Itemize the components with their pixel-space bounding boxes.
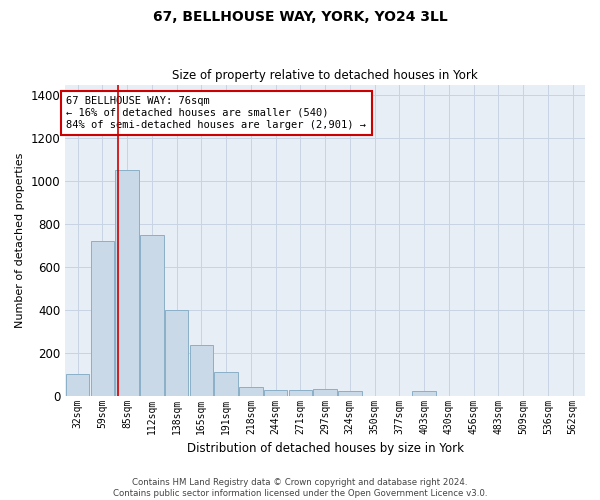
Text: 67 BELLHOUSE WAY: 76sqm
← 16% of detached houses are smaller (540)
84% of semi-d: 67 BELLHOUSE WAY: 76sqm ← 16% of detache… [67, 96, 367, 130]
Bar [214, 372, 238, 396]
Title: Size of property relative to detached houses in York: Size of property relative to detached ho… [172, 69, 478, 82]
Text: Contains HM Land Registry data © Crown copyright and database right 2024.
Contai: Contains HM Land Registry data © Crown c… [113, 478, 487, 498]
Bar [140, 234, 164, 396]
Y-axis label: Number of detached properties: Number of detached properties [15, 152, 25, 328]
Text: 67, BELLHOUSE WAY, YORK, YO24 3LL: 67, BELLHOUSE WAY, YORK, YO24 3LL [152, 10, 448, 24]
Bar [239, 387, 263, 396]
Bar [165, 310, 188, 396]
Bar [412, 392, 436, 396]
Bar [289, 390, 312, 396]
X-axis label: Distribution of detached houses by size in York: Distribution of detached houses by size … [187, 442, 464, 455]
Bar [190, 345, 213, 396]
Bar [115, 170, 139, 396]
Bar [264, 390, 287, 396]
Bar [313, 389, 337, 396]
Bar [91, 241, 114, 396]
Bar [338, 392, 362, 396]
Bar [66, 374, 89, 396]
